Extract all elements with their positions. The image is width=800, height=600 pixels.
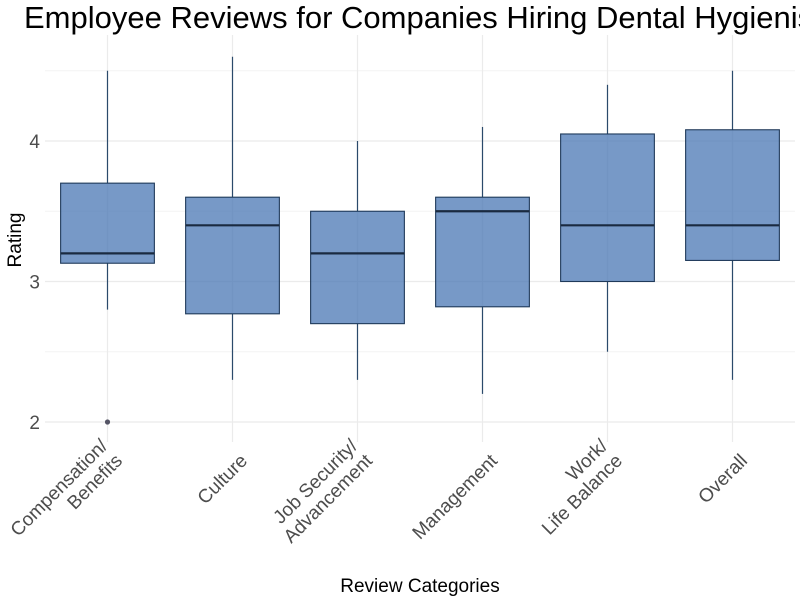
box-5 <box>560 84 655 352</box>
box-iqr <box>560 133 655 283</box>
x-tick-label: Compensation/Benefits <box>7 435 128 556</box>
y-tick-label: 3 <box>29 273 40 294</box>
y-axis-ticks: 2 3 4 <box>29 132 40 434</box>
box-2 <box>185 56 280 380</box>
box-iqr <box>435 196 530 308</box>
grid <box>45 35 795 442</box>
box-1 <box>60 70 155 425</box>
y-tick-label: 2 <box>29 413 40 434</box>
chart-title: Employee Reviews for Companies Hiring De… <box>24 0 800 35</box>
box-iqr <box>685 129 780 261</box>
box-3 <box>310 141 405 380</box>
box-iqr <box>185 196 280 315</box>
x-axis-ticks: Compensation/Benefits Culture Job Security… <box>7 435 752 556</box>
x-tick-label-line: Overall <box>695 451 752 508</box>
boxes <box>60 56 780 425</box>
x-tick-label: Job Security/Advancement <box>265 435 377 547</box>
x-axis-title: Review Categories <box>340 576 499 597</box>
x-tick-label: Culture <box>194 451 252 509</box>
x-tick-label-line: Management <box>409 450 503 544</box>
outlier-point <box>104 419 111 425</box>
x-tick-label-line: Culture <box>194 451 252 509</box>
x-tick-label: Work/Life Balance <box>523 435 627 539</box>
x-tick-label: Overall <box>695 451 752 508</box>
x-tick-label: Management <box>409 450 503 544</box>
box-iqr <box>60 182 155 264</box>
box-6 <box>685 70 780 380</box>
y-tick-label: 4 <box>29 132 40 153</box>
box-4 <box>435 126 530 394</box>
box-iqr <box>310 210 405 325</box>
y-axis-title: Rating <box>5 213 26 268</box>
